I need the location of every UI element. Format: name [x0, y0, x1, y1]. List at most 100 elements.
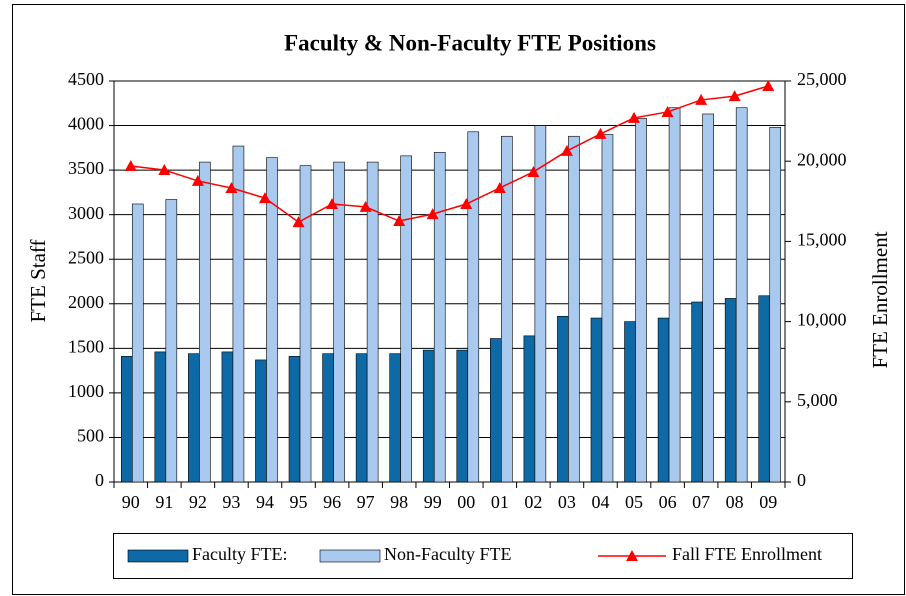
chart-title: Faculty & Non-Faculty FTE Positions	[284, 30, 656, 55]
y2-tick-label: 20,000	[797, 149, 847, 169]
y-tick-label: 4000	[68, 114, 104, 134]
marker	[493, 181, 506, 193]
bar	[601, 134, 614, 483]
y-axis-title: FTE Staff	[26, 239, 50, 322]
marker	[326, 198, 339, 210]
line	[130, 85, 769, 224]
x-tick-label: 03	[558, 492, 576, 512]
marker	[460, 198, 473, 210]
x-tick-label: 97	[357, 492, 375, 512]
x-tick-label: 93	[222, 492, 240, 512]
bar	[769, 127, 782, 483]
y2-tick-label: 25,000	[797, 69, 847, 89]
bar	[199, 161, 211, 483]
x-tick-label: 00	[457, 492, 475, 512]
x-tick-label: 96	[323, 492, 341, 512]
x-tick-label: 04	[591, 492, 609, 512]
x-tick-label: 09	[759, 492, 777, 512]
x-tick-label: 07	[692, 492, 710, 512]
y-tick-label: 2000	[68, 292, 104, 312]
marker	[191, 174, 204, 186]
x-tick-label: 95	[290, 492, 308, 512]
bar	[400, 155, 412, 483]
bar	[188, 353, 200, 483]
bar	[490, 338, 502, 483]
marker	[594, 127, 607, 139]
y-tick-label: 2500	[68, 247, 104, 267]
y-tick-label: 1500	[68, 336, 104, 356]
chart-frame	[12, 4, 905, 595]
bar	[758, 295, 771, 483]
bar	[635, 118, 647, 483]
bar	[389, 353, 401, 483]
bar	[467, 131, 480, 483]
bar	[568, 135, 580, 483]
y-tick-label: 500	[77, 426, 104, 446]
marker	[695, 93, 708, 105]
bar	[299, 165, 312, 483]
bar	[422, 349, 435, 483]
x-tick-label: 98	[390, 492, 408, 512]
bar	[154, 351, 167, 483]
y2-tick-label: 15,000	[797, 230, 847, 250]
bar	[501, 135, 513, 483]
x-tick-label: 90	[122, 492, 140, 512]
y-tick-label: 0	[95, 470, 104, 490]
legend-label: Faculty FTE:	[192, 544, 288, 564]
x-tick-label: 94	[256, 492, 274, 512]
bar	[724, 298, 737, 483]
marker	[393, 215, 406, 227]
legend-label: Fall FTE Enrollment	[672, 544, 822, 564]
bar	[221, 351, 234, 483]
bar	[557, 315, 569, 483]
bar	[624, 321, 636, 483]
marker	[359, 200, 372, 212]
x-tick-label: 02	[524, 492, 542, 512]
bar	[266, 157, 278, 483]
x-tick-label: 08	[726, 492, 744, 512]
bar	[333, 161, 345, 483]
bar	[232, 145, 245, 483]
x-tick-label: 01	[491, 492, 509, 512]
bar	[735, 107, 748, 483]
bar	[255, 359, 267, 483]
bar	[668, 107, 681, 483]
marker	[728, 90, 741, 102]
bar	[322, 353, 334, 483]
legend-marker	[626, 550, 638, 561]
marker	[158, 164, 171, 176]
marker	[762, 79, 775, 91]
bar	[534, 125, 547, 483]
marker	[527, 165, 540, 177]
y-tick-label: 1000	[68, 381, 104, 401]
marker	[258, 192, 271, 204]
bar	[657, 317, 670, 483]
bar	[366, 161, 379, 483]
marker	[661, 105, 674, 117]
y-tick-label: 3500	[68, 158, 104, 178]
y2-tick-label: 5,000	[797, 390, 838, 410]
legend-box	[113, 533, 853, 579]
x-tick-label: 99	[424, 492, 442, 512]
bar	[590, 317, 603, 483]
y2-axis-title: FTE Enrollment	[868, 231, 892, 368]
legend-label: Non-Faculty FTE	[384, 544, 512, 564]
y2-tick-label: 10,000	[797, 310, 847, 330]
x-tick-label: 06	[659, 492, 677, 512]
marker	[426, 208, 439, 220]
x-tick-label: 92	[189, 492, 207, 512]
y-tick-label: 4500	[68, 69, 104, 89]
bar	[355, 353, 368, 483]
marker	[560, 144, 573, 156]
x-tick-label: 91	[155, 492, 173, 512]
marker	[292, 216, 305, 228]
marker	[124, 160, 137, 172]
bar	[120, 356, 133, 483]
bar	[702, 113, 714, 483]
bar	[131, 203, 144, 483]
bar	[456, 349, 469, 483]
bar	[165, 199, 178, 483]
marker	[628, 111, 641, 123]
y-tick-label: 3000	[68, 203, 104, 223]
legend-swatch	[127, 549, 189, 563]
